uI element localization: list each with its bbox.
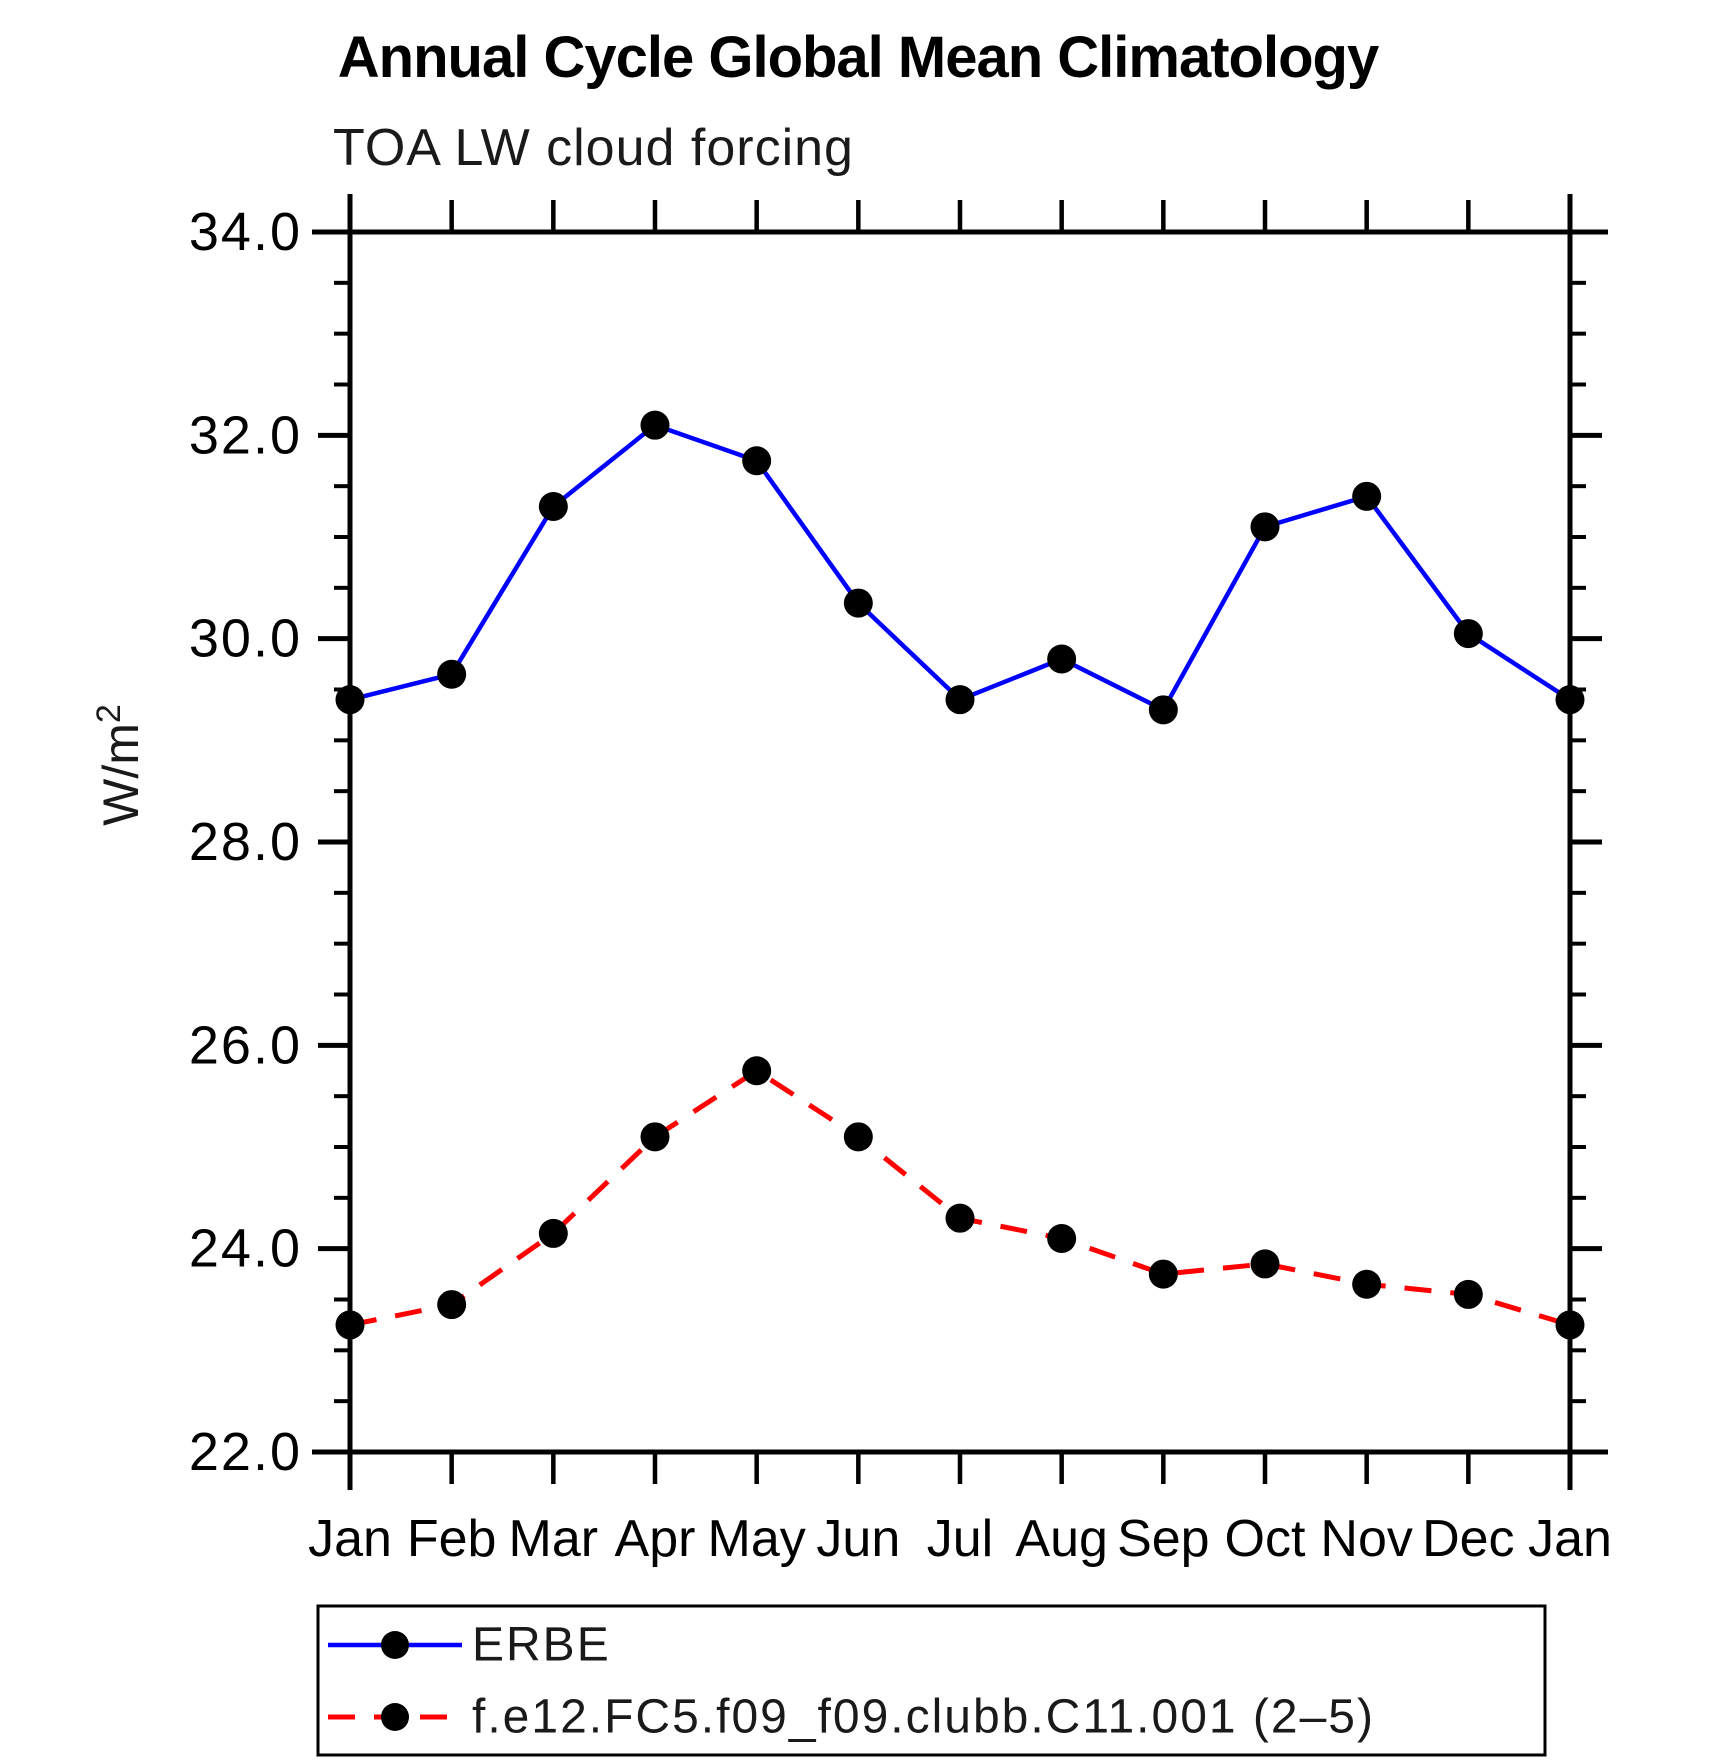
x-tick-label-dec-11: Dec	[1422, 1510, 1514, 1568]
erbe-point-jul-6	[945, 685, 975, 715]
model-point-mar-2	[538, 1218, 568, 1248]
y-axis-title: W/m2	[90, 704, 150, 826]
chart-subtitle: TOA LW cloud forcing	[333, 119, 854, 177]
model-point-jan-0	[335, 1310, 365, 1340]
erbe-point-sep-8	[1148, 695, 1178, 725]
x-tick-label-nov-10: Nov	[1320, 1510, 1412, 1568]
y-tick-label-30.0: 30.0	[189, 609, 302, 669]
x-tick-label-jun-5: Jun	[816, 1510, 900, 1568]
erbe-point-dec-11	[1453, 619, 1483, 649]
erbe-series-line	[349, 422, 1572, 713]
erbe-point-aug-7	[1047, 644, 1077, 674]
model-point-may-4	[742, 1056, 772, 1086]
x-tick-label-apr-3: Apr	[615, 1510, 696, 1568]
x-tick-label-oct-9: Oct	[1225, 1510, 1306, 1568]
erbe-point-mar-2	[538, 492, 568, 521]
erbe-point-oct-9	[1250, 512, 1280, 542]
erbe-point-nov-10	[1352, 481, 1382, 511]
model-point-aug-7	[1047, 1224, 1077, 1253]
x-tick-label-jan-0: Jan	[308, 1510, 392, 1568]
legend-sample-marker-1	[381, 1703, 409, 1731]
y-tick-label-34.0: 34.0	[189, 202, 302, 262]
x-tick-label-jan-12: Jan	[1528, 1510, 1612, 1568]
y-tick-label-26.0: 26.0	[189, 1015, 302, 1075]
model-point-oct-9	[1250, 1249, 1280, 1279]
legend-sample-marker-0	[381, 1631, 409, 1659]
model-point-nov-10	[1352, 1269, 1382, 1299]
model-point-dec-11	[1453, 1279, 1483, 1309]
y-axis-unit-exponent: 2	[90, 704, 129, 724]
erbe-point-jan-12	[1555, 685, 1585, 715]
model-point-sep-8	[1148, 1259, 1178, 1289]
erbe-point-apr-3	[640, 410, 670, 440]
y-tick-label-28.0: 28.0	[189, 812, 302, 872]
chart-title: Annual Cycle Global Mean Climatology	[337, 25, 1379, 90]
erbe-point-jan-0	[335, 685, 365, 715]
legend-label-model-run: f.e12.FC5.f09_f09.clubb.C11.001 (2–5)	[472, 1690, 1375, 1744]
legend-label-erbe: ERBE	[472, 1618, 611, 1672]
x-tick-label-mar-2: Mar	[509, 1510, 599, 1568]
model-point-jan-12	[1555, 1310, 1585, 1340]
model-point-jun-5	[843, 1122, 873, 1152]
x-tick-label-aug-7: Aug	[1015, 1510, 1108, 1568]
erbe-point-may-4	[742, 446, 772, 476]
model-point-jul-6	[945, 1203, 975, 1233]
y-tick-label-24.0: 24.0	[189, 1219, 302, 1279]
model-point-apr-3	[640, 1122, 670, 1152]
erbe-point-feb-1	[437, 659, 467, 689]
x-tick-label-feb-1: Feb	[407, 1510, 497, 1568]
model-series-line	[349, 1067, 1571, 1328]
x-tick-label-jul-6: Jul	[927, 1510, 993, 1568]
x-tick-label-sep-8: Sep	[1117, 1510, 1210, 1568]
legend-box	[316, 1604, 1547, 1757]
erbe-point-jun-5	[843, 588, 873, 618]
x-tick-label-may-4: May	[708, 1510, 806, 1568]
y-axis-unit-base: W/m	[92, 723, 149, 826]
y-tick-label-32.0: 32.0	[189, 405, 302, 465]
y-tick-label-22.0: 22.0	[189, 1422, 302, 1482]
model-point-feb-1	[437, 1290, 467, 1320]
